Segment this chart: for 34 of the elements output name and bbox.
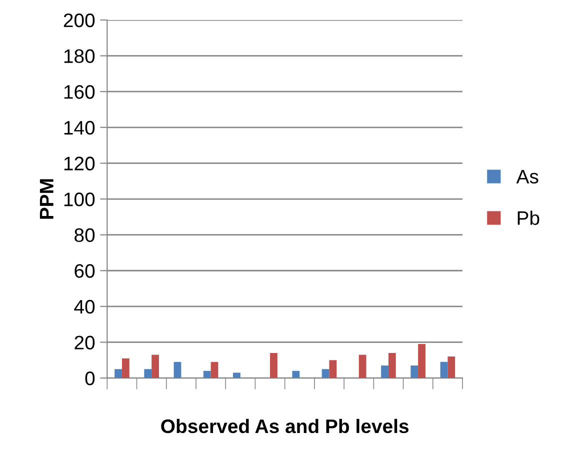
bar [270,352,278,378]
y-tick-label: 180 [64,49,95,64]
bar [358,354,366,378]
bar [210,362,218,378]
bar [410,366,418,378]
bar [448,356,456,378]
y-tick-label: 80 [74,228,95,242]
bar [174,362,182,378]
legend-label: Pb [518,210,540,225]
bar [440,362,448,378]
bar [144,369,152,378]
y-tick-label: 160 [64,85,95,99]
y-tick-label: 20 [74,336,95,350]
bar [329,360,337,378]
y-tick-label: 0 [85,372,95,386]
bar [418,344,426,378]
bar [381,366,388,378]
bar [152,354,159,378]
y-tick-label: 60 [74,264,95,278]
y-axis-title: PPM [40,179,54,219]
y-tick-label: 100 [64,192,95,206]
bar [122,358,130,378]
y-tick-label: 140 [64,120,95,135]
bar [233,372,240,378]
bar [203,370,211,378]
legend-label: As [516,170,538,184]
y-tick-label: 120 [64,156,95,170]
x-axis-title: Observed As and Pb levels [161,418,408,434]
bar [292,370,300,378]
y-tick-label: 200 [64,13,95,28]
bar [388,352,396,378]
bar [114,369,122,378]
bar [322,369,330,378]
y-tick-label: 40 [74,300,95,314]
